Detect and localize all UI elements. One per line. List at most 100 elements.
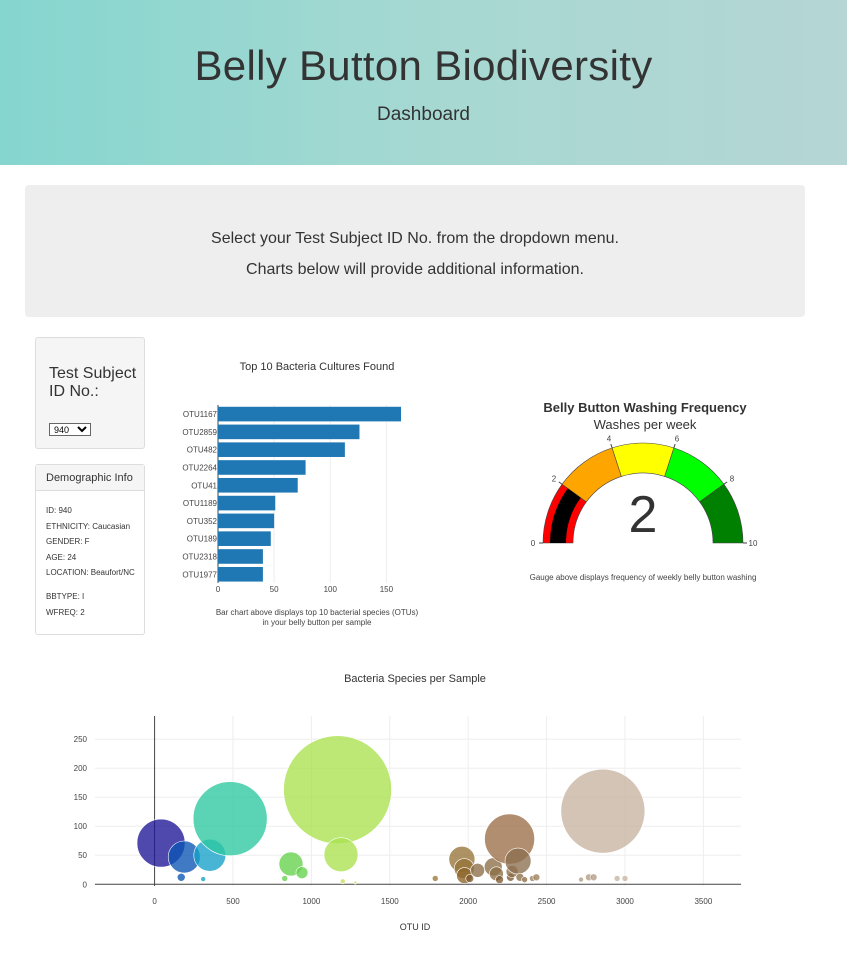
- bubble-x-tick-label: 0: [152, 897, 157, 906]
- bar-chart-caption-line-2: in your belly button per sample: [263, 618, 373, 627]
- page-title: Belly Button Biodiversity: [194, 42, 653, 89]
- gauge-tick: [723, 481, 728, 485]
- gauge-tick-label: 10: [749, 539, 758, 548]
- bar-otu189[interactable]: [218, 531, 271, 546]
- bar-chart-caption-line-1: Bar chart above displays top 10 bacteria…: [216, 608, 419, 617]
- bar-x-tick-label: 150: [380, 585, 394, 594]
- demographic-info-panel: Demographic Info ID: 940 ETHNICITY: Cauc…: [35, 464, 145, 635]
- bubble-x-tick-label: 500: [226, 897, 240, 906]
- subject-selector-panel: Test Subject ID No.: 940: [35, 337, 145, 449]
- bar-otu352[interactable]: [218, 513, 275, 529]
- bubble-point[interactable]: [192, 781, 268, 856]
- bar-category-label: OTU1977: [182, 570, 217, 579]
- bar-otu2318[interactable]: [218, 549, 263, 564]
- bubble-point[interactable]: [504, 847, 532, 875]
- demographic-row-wfreq: WFREQ: 2: [46, 608, 85, 617]
- gauge-tick: [673, 443, 676, 449]
- page-header: Belly Button Biodiversity Dashboard: [0, 0, 847, 165]
- bar-otu1977[interactable]: [218, 566, 263, 582]
- bar-chart-title: Top 10 Bacteria Cultures Found: [240, 361, 395, 373]
- bubble-x-tick-label: 1000: [302, 897, 320, 906]
- bubble-point[interactable]: [495, 875, 504, 884]
- bubble-point[interactable]: [283, 735, 392, 844]
- bubble-chart-xlabel: OTU ID: [400, 922, 431, 932]
- bubble-x-tick-label: 2000: [459, 897, 477, 906]
- bubble-point[interactable]: [431, 875, 439, 882]
- gauge-value: 2: [629, 486, 658, 544]
- gauge-tick-label: 8: [730, 474, 735, 483]
- bacteria-bubble-chart: Bacteria Species per Sample 0 50 100 150 200…: [74, 673, 741, 932]
- gauge-subtitle: Washes per week: [594, 417, 697, 432]
- bar-otu482[interactable]: [218, 442, 345, 457]
- bubble-x-tick-label: 2500: [538, 897, 556, 906]
- bar-category-label: OTU189: [187, 535, 218, 544]
- bar-category-label: OTU2318: [182, 552, 217, 561]
- bar-x-tick-label: 0: [216, 585, 221, 594]
- gauge-tick: [558, 481, 563, 485]
- gauge-value-bar: [550, 488, 581, 543]
- bubble-point[interactable]: [176, 872, 186, 882]
- bubble-point[interactable]: [295, 866, 309, 879]
- intro-panel: Select your Test Subject ID No. from the…: [25, 185, 805, 317]
- subject-selector-label: Test Subject ID No.:: [49, 365, 137, 400]
- bar-otu41[interactable]: [218, 477, 298, 493]
- bubble-point[interactable]: [560, 768, 646, 854]
- demographic-row-age: AGE: 24: [46, 553, 77, 562]
- bubble-point[interactable]: [200, 876, 206, 882]
- bar-otu1189[interactable]: [218, 495, 276, 511]
- demographic-row-id: ID: 940: [46, 506, 72, 515]
- bar-category-label: OTU352: [187, 517, 218, 526]
- gauge-step-2: [611, 442, 675, 477]
- bar-category-label: OTU41: [191, 481, 217, 490]
- bar-category-label: OTU2859: [182, 428, 217, 437]
- bubble-point[interactable]: [353, 880, 358, 885]
- bubble-point[interactable]: [521, 876, 528, 883]
- intro-line-2: Charts below will provide additional inf…: [246, 261, 584, 278]
- bubble-y-tick-label: 50: [78, 851, 87, 860]
- bubble-point[interactable]: [621, 875, 629, 882]
- gauge-caption: Gauge above displays frequency of weekly…: [530, 573, 757, 582]
- bar-category-label: OTU1189: [183, 499, 218, 508]
- bar-x-tick-label: 100: [324, 585, 338, 594]
- bubble-chart-title: Bacteria Species per Sample: [344, 673, 486, 685]
- bubble-y-tick-label: 100: [74, 822, 88, 831]
- bubble-point[interactable]: [589, 873, 598, 882]
- bar-category-label: OTU482: [187, 446, 218, 455]
- page-subtitle: Dashboard: [377, 104, 470, 125]
- bar-otu2264[interactable]: [218, 460, 306, 475]
- bubble-y-tick-label: 150: [74, 793, 88, 802]
- gauge-tick-label: 4: [607, 434, 612, 443]
- intro-line-1: Select your Test Subject ID No. from the…: [211, 230, 619, 247]
- bubble-point[interactable]: [323, 837, 359, 872]
- bubble-point[interactable]: [339, 878, 346, 885]
- bubble-point[interactable]: [465, 874, 475, 883]
- bar-otu2859[interactable]: [218, 424, 360, 440]
- subject-id-dropdown[interactable]: 940: [49, 423, 91, 436]
- bubble-y-tick-label: 0: [83, 880, 88, 889]
- bubble-point[interactable]: [532, 873, 541, 882]
- washing-frequency-gauge: Belly Button Washing Frequency Washes pe…: [530, 400, 758, 582]
- bar-category-label: OTU2264: [182, 463, 217, 472]
- bar-category-label: OTU1167: [183, 410, 218, 419]
- bubble-x-tick-label: 3500: [694, 897, 712, 906]
- gauge-tick: [610, 443, 613, 449]
- gauge-step-4: [699, 483, 744, 544]
- gauge-title: Belly Button Washing Frequency: [543, 400, 747, 415]
- gauge-tick-label: 0: [531, 539, 536, 548]
- demographic-row-gender: GENDER: F: [46, 537, 90, 546]
- bubble-point[interactable]: [578, 876, 584, 883]
- bubble-point[interactable]: [281, 875, 289, 882]
- bubble-point[interactable]: [613, 875, 621, 882]
- demographic-row-bbtype: BBTYPE: I: [46, 592, 85, 601]
- gauge-tick-label: 6: [675, 434, 680, 443]
- demographic-row-ethnicity: ETHNICITY: Caucasian: [46, 522, 131, 531]
- bubble-x-tick-label: 1500: [381, 897, 399, 906]
- bar-x-tick-label: 50: [270, 585, 279, 594]
- bubble-x-tick-label: 3000: [616, 897, 634, 906]
- bubble-y-tick-label: 250: [74, 735, 88, 744]
- bubble-point[interactable]: [470, 863, 485, 878]
- demographic-row-location: LOCATION: Beaufort/NC: [46, 568, 135, 577]
- gauge-tick-label: 2: [552, 474, 557, 483]
- bar-otu1167[interactable]: [218, 406, 402, 422]
- demographic-info-title: Demographic Info: [36, 465, 144, 491]
